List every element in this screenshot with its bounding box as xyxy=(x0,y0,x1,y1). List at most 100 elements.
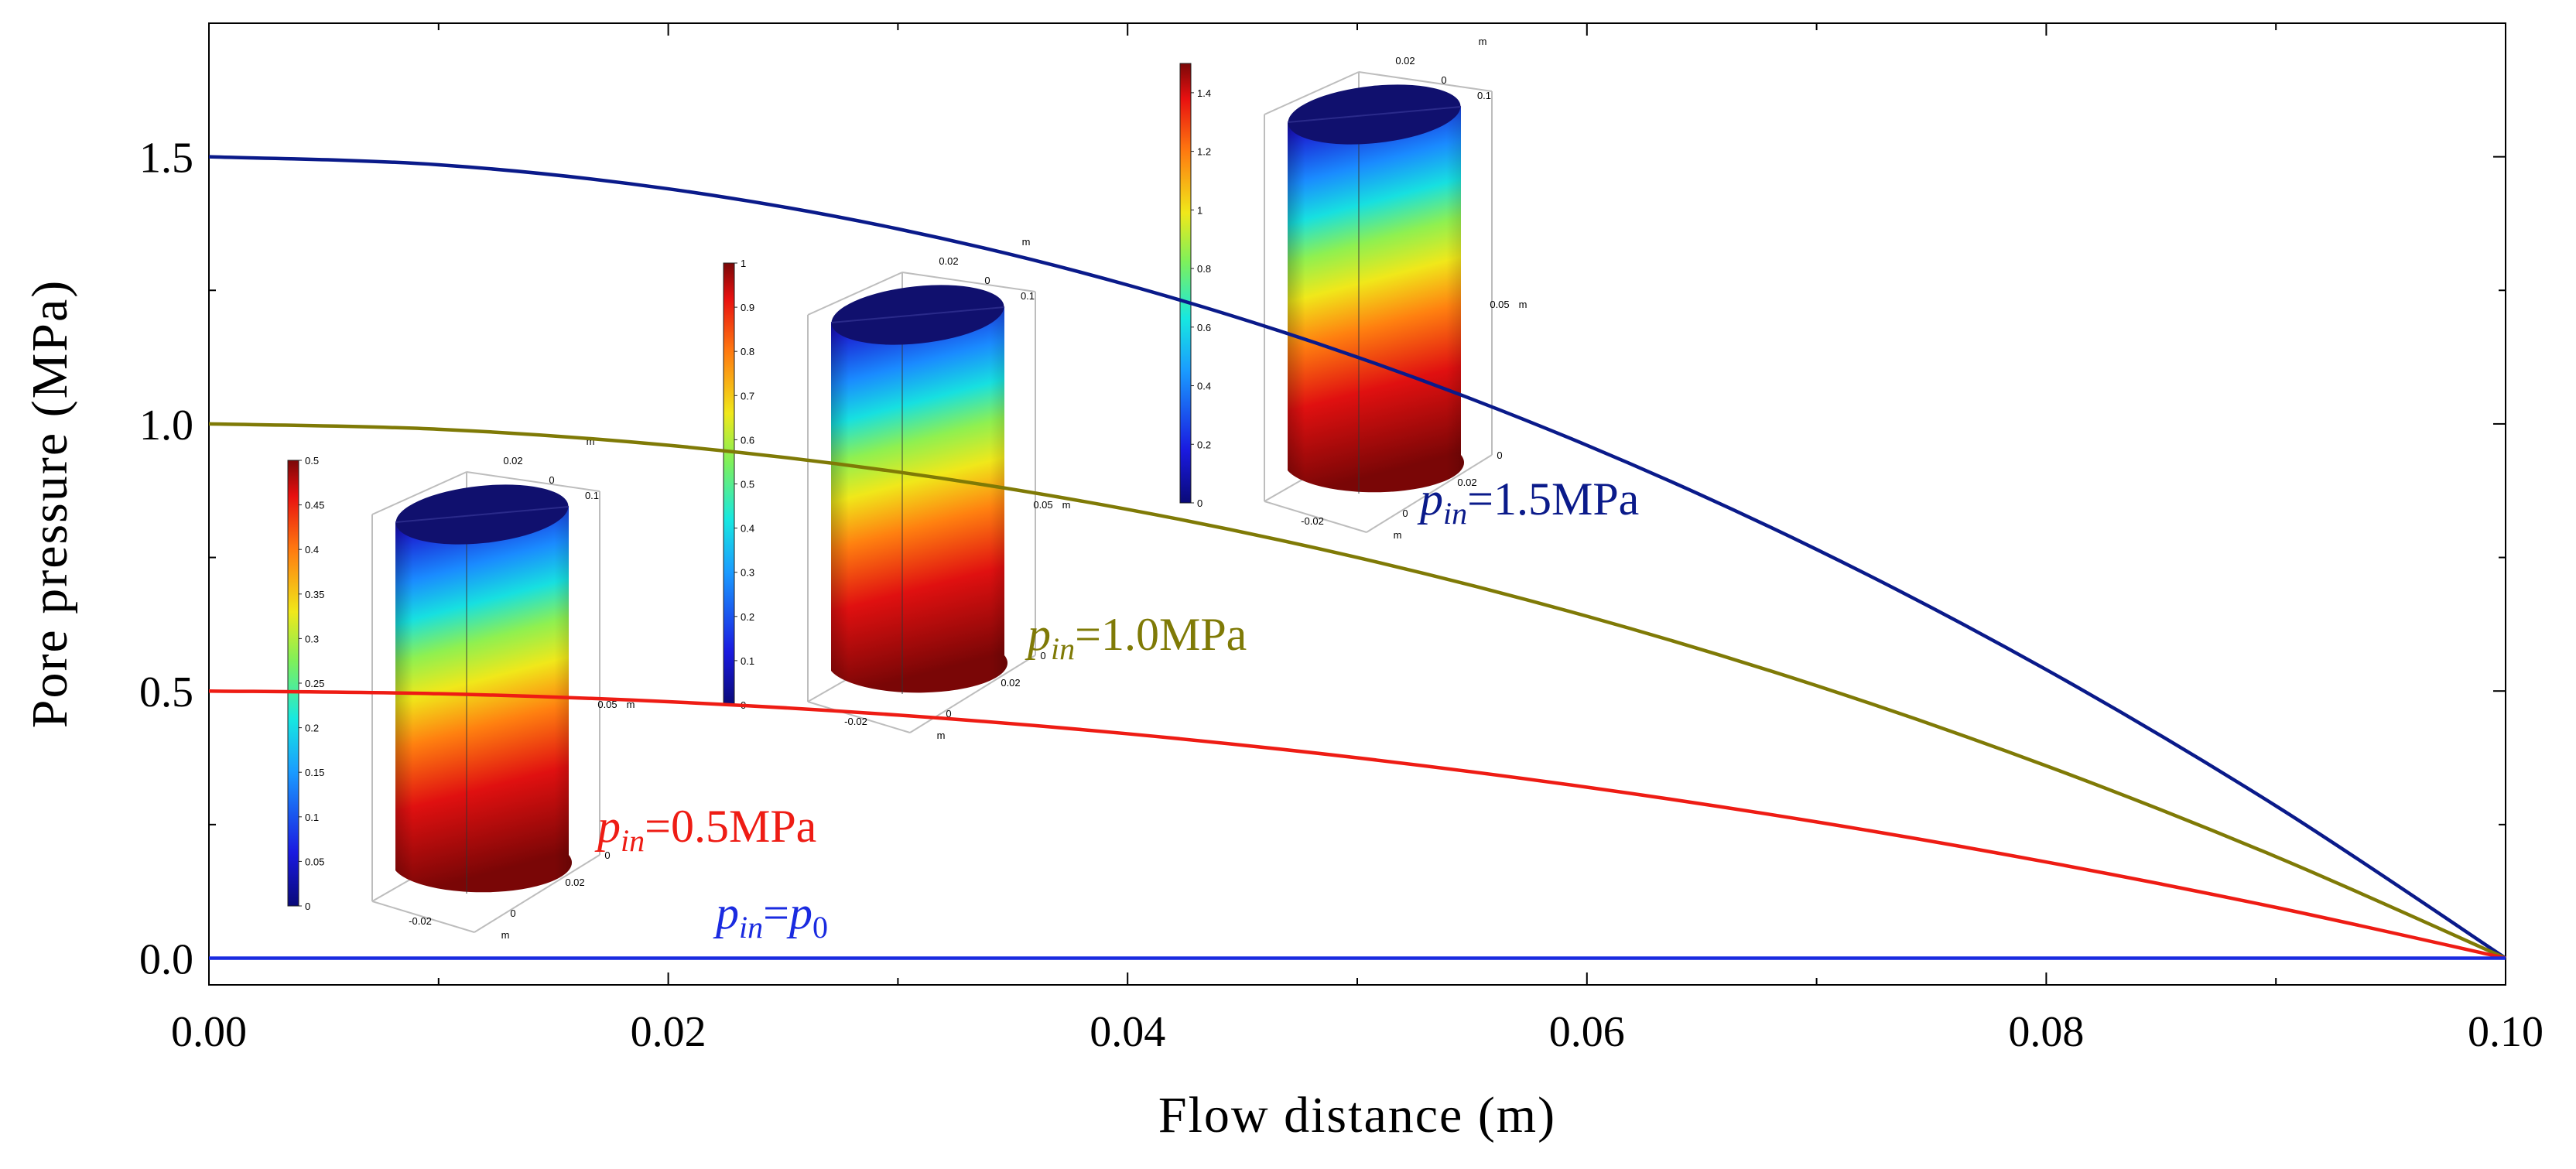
inset-colorbar xyxy=(723,262,735,706)
inset-axis-label: m xyxy=(1519,299,1527,310)
y-tick-label: 1.5 xyxy=(139,135,193,183)
inset-colorbar-label: 0.8 xyxy=(1197,263,1211,275)
inset-axis-label: -0.02 xyxy=(409,915,432,927)
inset-colorbar-label: 1.2 xyxy=(1197,146,1211,158)
inset-colorbar-label: 0.8 xyxy=(741,346,754,357)
inset-cylinder-top-edge xyxy=(830,306,1005,323)
inset-axis-label: 0 xyxy=(1441,74,1446,86)
inset-colorbar-label: 1.4 xyxy=(1197,87,1211,99)
series-label-sub: in xyxy=(1051,631,1075,666)
y-tick-label: 1.0 xyxy=(139,402,193,449)
inset-cylinder-shade xyxy=(1288,107,1464,493)
inset-colorbar-label: 0.1 xyxy=(741,655,754,667)
inset-box-line xyxy=(474,854,600,933)
series-label-3: pin=p0 xyxy=(713,887,828,945)
inset-axis-label: 0.02 xyxy=(1395,55,1415,67)
x-axis-title: Flow distance (m) xyxy=(1158,1087,1556,1143)
inset-axis-label: m xyxy=(1062,499,1071,511)
inset-axis-label: 0 xyxy=(510,908,515,919)
series-label-eq: = xyxy=(763,887,789,938)
inset-axis-label: 0.02 xyxy=(1457,477,1476,488)
y-tick-label: 0.5 xyxy=(139,668,193,716)
inset-cylinder-shade xyxy=(395,507,573,893)
inset-box-line xyxy=(807,272,903,316)
inset-colorbar xyxy=(287,460,299,907)
series-line-0 xyxy=(208,155,2507,960)
inset-axis-label: 0.02 xyxy=(565,877,584,888)
inset-colorbar-label: 0.3 xyxy=(741,567,754,579)
inset-axis-label: m xyxy=(1394,529,1402,541)
series-label-base: p xyxy=(713,887,739,938)
x-tick-label: 0.06 xyxy=(1549,1008,1625,1056)
inset-box-line xyxy=(466,471,600,492)
inset-colorbar-label: 0.1 xyxy=(305,812,319,823)
inset-colorbar-label: 0.4 xyxy=(1197,381,1211,392)
inset-axis-label: m xyxy=(1479,36,1487,47)
x-tick-label: 0.00 xyxy=(171,1008,247,1056)
inset-axis-label: 0.02 xyxy=(503,455,522,467)
inset-colorbar-label: 0.45 xyxy=(305,500,324,511)
inset-box-line xyxy=(1358,71,1493,92)
inset-axis-label: 0 xyxy=(1497,449,1502,461)
inset-axis-label: m xyxy=(627,699,635,710)
series-label-sub: in xyxy=(739,910,763,945)
inset-axis-label: -0.02 xyxy=(844,716,867,727)
inset-box-line xyxy=(1366,454,1493,533)
inset-colorbar-label: 0 xyxy=(305,901,310,912)
inset-colorbar-label: 0.9 xyxy=(741,302,754,313)
inset-colorbar-label: 1 xyxy=(741,258,746,269)
series-label-base: p xyxy=(1417,473,1443,525)
inset-axis-label: 0.02 xyxy=(939,255,958,267)
inset-axis-label: 0 xyxy=(946,708,951,720)
inset-box-line xyxy=(807,701,911,733)
series-label-0: pin=1.5MPa xyxy=(1417,473,1639,531)
inset-colorbar-label: 0.15 xyxy=(305,767,324,778)
inset-colorbar-label: 0.25 xyxy=(305,678,324,689)
inset-box-line xyxy=(909,655,1036,733)
inset-colorbar-label: 0.7 xyxy=(741,390,754,402)
inset-box-line xyxy=(1264,71,1360,115)
inset-axis-label: 0 xyxy=(984,275,990,286)
series-label-1: pin=1.0MPa xyxy=(1025,609,1247,666)
inset-box-line xyxy=(901,272,1036,292)
inset-axis-label: 0 xyxy=(1040,650,1045,661)
inset-axis-label: m xyxy=(1022,236,1031,248)
inset-colorbar-label: 0 xyxy=(1197,497,1202,509)
inset-colorbar-label: 0.5 xyxy=(305,455,319,467)
series-label-rest: =1.0MPa xyxy=(1075,609,1247,660)
series-label-rest-sub: 0 xyxy=(812,910,828,945)
inset-axis-label: 0.1 xyxy=(585,490,599,501)
inset-axis-label: 0.02 xyxy=(1001,677,1020,689)
inset-axis-label: m xyxy=(937,730,946,741)
inset-colorbar-label: 0.6 xyxy=(1197,322,1211,333)
inset-colorbar-label: 0.35 xyxy=(305,589,324,600)
series-line-2 xyxy=(208,689,2506,960)
inset-axis-label: m xyxy=(501,929,510,941)
inset-colorbar-label: 1 xyxy=(1197,204,1202,216)
axes-layer: 0.00 0.02 0.04 0.06 0.08 0.100.00.51.01.5Flow… xyxy=(22,22,2544,1143)
inset-colorbar-label: 0.5 xyxy=(741,479,754,491)
inset-box-line xyxy=(371,471,467,515)
inset-axis-label: 0.1 xyxy=(1477,90,1491,101)
inset-colorbar-label: 0.2 xyxy=(305,723,319,734)
inset-axis-label: 0.1 xyxy=(1021,290,1035,302)
inset-colorbar-label: 0.3 xyxy=(305,633,319,644)
inset-axis-label: -0.02 xyxy=(1301,515,1324,527)
x-tick-label: 0.08 xyxy=(2008,1008,2084,1056)
series-line-1 xyxy=(208,422,2506,960)
x-tick-label: 0.10 xyxy=(2468,1008,2544,1056)
series-label-rest: p xyxy=(786,887,812,938)
inset-axis-label: 0 xyxy=(604,849,610,861)
inset-axis-label: 0.05 xyxy=(1033,499,1052,511)
series-label-rest: =1.5MPa xyxy=(1467,473,1639,525)
inset-colorbar-label: 0.05 xyxy=(305,856,324,867)
series-label-base: p xyxy=(594,801,621,852)
inset-cylinder-top-edge xyxy=(395,506,570,523)
x-tick-label: 0.04 xyxy=(1090,1008,1165,1056)
inset-cylinder-shade xyxy=(831,307,1008,693)
series-label-sub: in xyxy=(621,823,645,858)
